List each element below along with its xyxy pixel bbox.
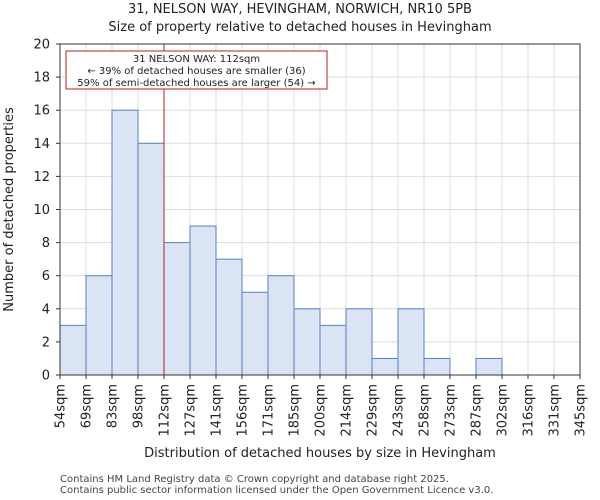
footer-line-2: Contains public sector information licen… — [60, 485, 494, 496]
y-tick-label: 14 — [33, 137, 50, 152]
annotation-frame — [65, 50, 328, 90]
x-tick-label: 302sqm — [496, 384, 511, 437]
y-tick-label: 16 — [33, 104, 50, 119]
x-tick-label: 171sqm — [262, 384, 277, 437]
y-tick-label: 20 — [33, 38, 50, 53]
bar — [137, 142, 165, 376]
x-tick-label: 83sqm — [106, 384, 121, 428]
x-tick-label: 127sqm — [184, 384, 199, 437]
y-tick-label: 10 — [33, 203, 50, 218]
histogram-chart: 0 2 4 6 8 10 12 14 16 18 20 54sqm 69sqm 83sqm 98sqm 11… — [2, 38, 589, 462]
y-tick-label: 12 — [33, 170, 50, 185]
x-tick-label: 345sqm — [574, 384, 589, 437]
y-tick-label: 2 — [42, 335, 50, 350]
x-tick-label: 98sqm — [132, 384, 147, 428]
bar — [397, 308, 425, 376]
bars — [59, 109, 503, 376]
y-tick-label: 4 — [42, 302, 50, 317]
x-tick-label: 156sqm — [236, 384, 251, 437]
bar — [319, 324, 347, 376]
x-tick-label: 185sqm — [288, 384, 303, 437]
annotation-line-1: 31 NELSON WAY: 112sqm — [133, 54, 260, 65]
bar — [345, 308, 373, 376]
x-axis-label: Distribution of detached houses by size … — [144, 446, 496, 461]
x-tick-label: 54sqm — [54, 384, 69, 428]
x-tick-label: 258sqm — [418, 384, 433, 437]
bar — [215, 258, 243, 376]
y-tick-label: 0 — [42, 369, 50, 384]
x-tick-label: 69sqm — [80, 384, 95, 428]
y-tick-label: 18 — [33, 71, 50, 86]
footer-line-1: Contains HM Land Registry data © Crown c… — [60, 474, 449, 485]
bar — [423, 357, 451, 376]
bar — [85, 275, 113, 376]
bar — [241, 291, 269, 376]
y-ticks: 0 2 4 6 8 10 12 14 16 18 20 — [33, 38, 60, 384]
x-tick-label: 316sqm — [522, 384, 537, 437]
bar — [59, 324, 87, 376]
bar — [267, 275, 295, 376]
x-tick-label: 141sqm — [210, 384, 225, 437]
x-tick-label: 287sqm — [470, 384, 485, 437]
annotation-box: 31 NELSON WAY: 112sqm ← 39% of detached … — [65, 50, 328, 90]
bar — [189, 225, 217, 376]
plot-frame — [59, 43, 581, 376]
x-ticks: 54sqm 69sqm 83sqm 98sqm 112sqm 127sqm 141sqm 15… — [54, 375, 589, 437]
y-tick-label: 8 — [42, 236, 50, 251]
chart-title: 31, NELSON WAY, HEVINGHAM, NORWICH, NR10… — [128, 2, 472, 17]
x-tick-label: 229sqm — [366, 384, 381, 437]
bar — [293, 308, 321, 376]
y-tick-label: 6 — [42, 269, 50, 284]
x-tick-label: 331sqm — [548, 384, 563, 437]
bar — [163, 242, 191, 376]
x-tick-label: 200sqm — [314, 384, 329, 437]
y-axis-label: Number of detached properties — [2, 107, 17, 312]
x-tick-label: 112sqm — [158, 384, 173, 437]
bar — [111, 109, 139, 376]
bar — [371, 357, 399, 376]
annotation-line-2: ← 39% of detached houses are smaller (36… — [87, 66, 305, 77]
annotation-line-3: 59% of semi-detached houses are larger (… — [77, 78, 315, 89]
x-tick-label: 273sqm — [444, 384, 459, 437]
chart-subtitle: Size of property relative to detached ho… — [108, 20, 492, 35]
bar — [475, 357, 503, 376]
x-tick-label: 243sqm — [392, 384, 407, 437]
x-tick-label: 214sqm — [340, 384, 355, 437]
